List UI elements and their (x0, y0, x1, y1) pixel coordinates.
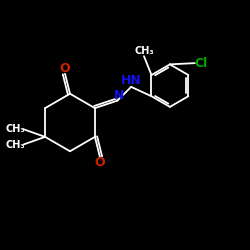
Text: O: O (94, 156, 105, 169)
Text: CH₃: CH₃ (5, 140, 25, 150)
Text: N: N (114, 89, 124, 102)
Text: CH₃: CH₃ (5, 124, 25, 134)
Text: Cl: Cl (194, 57, 208, 70)
Text: O: O (60, 62, 70, 75)
Text: CH₃: CH₃ (134, 46, 154, 56)
Text: HN: HN (121, 74, 142, 87)
